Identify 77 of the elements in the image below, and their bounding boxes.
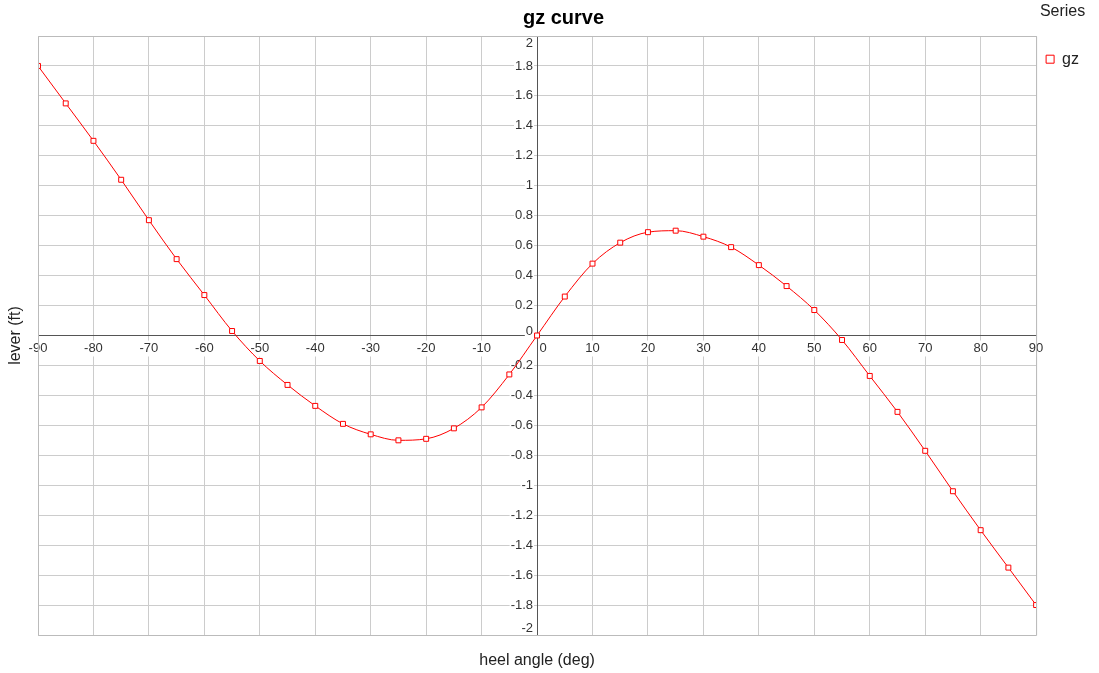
point xyxy=(145,217,152,224)
x-tick-label: 20 xyxy=(640,340,656,356)
point xyxy=(922,447,929,454)
x-tick-label: -20 xyxy=(416,340,436,356)
x-tick-label: -60 xyxy=(194,340,214,356)
y-tick-label: -1 xyxy=(521,476,534,492)
point xyxy=(617,239,624,246)
x-tick-label: -70 xyxy=(139,340,159,356)
x-tick-label: 0 xyxy=(539,340,547,356)
x-tick-label: 90 xyxy=(1028,340,1044,356)
point xyxy=(256,357,263,364)
point xyxy=(423,435,430,442)
point xyxy=(866,372,873,379)
point xyxy=(811,307,818,314)
point xyxy=(395,437,402,444)
y-tick-label: 0.4 xyxy=(514,267,534,283)
point xyxy=(700,233,707,240)
point xyxy=(450,425,457,432)
y-tick-label: 0 xyxy=(525,323,534,339)
x-tick-label: 70 xyxy=(917,340,933,356)
y-tick-label: 0.6 xyxy=(514,237,534,253)
x-tick-label: 80 xyxy=(973,340,988,356)
y-tick-label: 0.8 xyxy=(514,207,534,223)
point xyxy=(783,283,790,290)
point xyxy=(561,293,568,300)
x-tick-label: 10 xyxy=(585,340,600,356)
point xyxy=(201,292,208,299)
point xyxy=(672,227,679,234)
point xyxy=(506,371,513,378)
point xyxy=(478,404,485,411)
point xyxy=(894,408,901,415)
point xyxy=(173,256,180,263)
x-tick-label: -50 xyxy=(250,340,270,356)
point xyxy=(340,420,346,427)
point xyxy=(229,328,236,334)
y-tick-label: 2 xyxy=(525,34,534,50)
x-tick-label: -40 xyxy=(305,340,325,356)
y-tick-label: -1.4 xyxy=(510,536,534,552)
y-tick-label: -1.2 xyxy=(510,506,534,522)
x-tick-label: 50 xyxy=(807,340,822,356)
x-tick-label: -10 xyxy=(472,340,491,356)
point xyxy=(90,137,97,144)
point xyxy=(589,260,596,267)
y-tick-label: -1.8 xyxy=(510,596,534,612)
point xyxy=(728,244,735,251)
x-tick-label: 40 xyxy=(751,340,767,356)
legend-title: Series xyxy=(1039,2,1086,20)
y-axis-title: lever (ft) xyxy=(6,306,24,365)
y-tick-label: 0.2 xyxy=(514,297,534,313)
y-tick-label: -2 xyxy=(521,619,534,635)
y-tick-label: -0.4 xyxy=(510,386,534,402)
point xyxy=(755,262,762,269)
point xyxy=(949,488,956,495)
y-tick-label: -0.8 xyxy=(510,446,534,462)
chart-title: gz curve xyxy=(522,5,605,28)
point xyxy=(367,431,374,438)
x-tick-label: 60 xyxy=(862,340,877,356)
point xyxy=(62,100,69,107)
y-tick-label: 1.8 xyxy=(514,57,534,73)
point xyxy=(977,527,984,534)
point xyxy=(644,229,651,236)
x-tick-label: -80 xyxy=(84,340,103,356)
legend-label: gz xyxy=(1062,49,1080,67)
x-tick-label: 30 xyxy=(696,340,711,356)
point xyxy=(312,402,319,409)
y-tick-label: 1.4 xyxy=(514,117,534,133)
y-tick-label: -1.6 xyxy=(510,566,534,582)
point xyxy=(284,381,291,388)
point xyxy=(1005,564,1012,571)
x-tick-label: -30 xyxy=(361,340,381,356)
y-tick-label: 1.6 xyxy=(514,87,534,103)
point xyxy=(118,176,125,183)
y-tick-label: -0.6 xyxy=(510,416,534,432)
point xyxy=(839,337,845,343)
y-tick-label: 1 xyxy=(525,177,534,193)
y-tick-label: 1.2 xyxy=(514,147,534,163)
x-axis-title: heel angle (deg) xyxy=(479,651,595,669)
